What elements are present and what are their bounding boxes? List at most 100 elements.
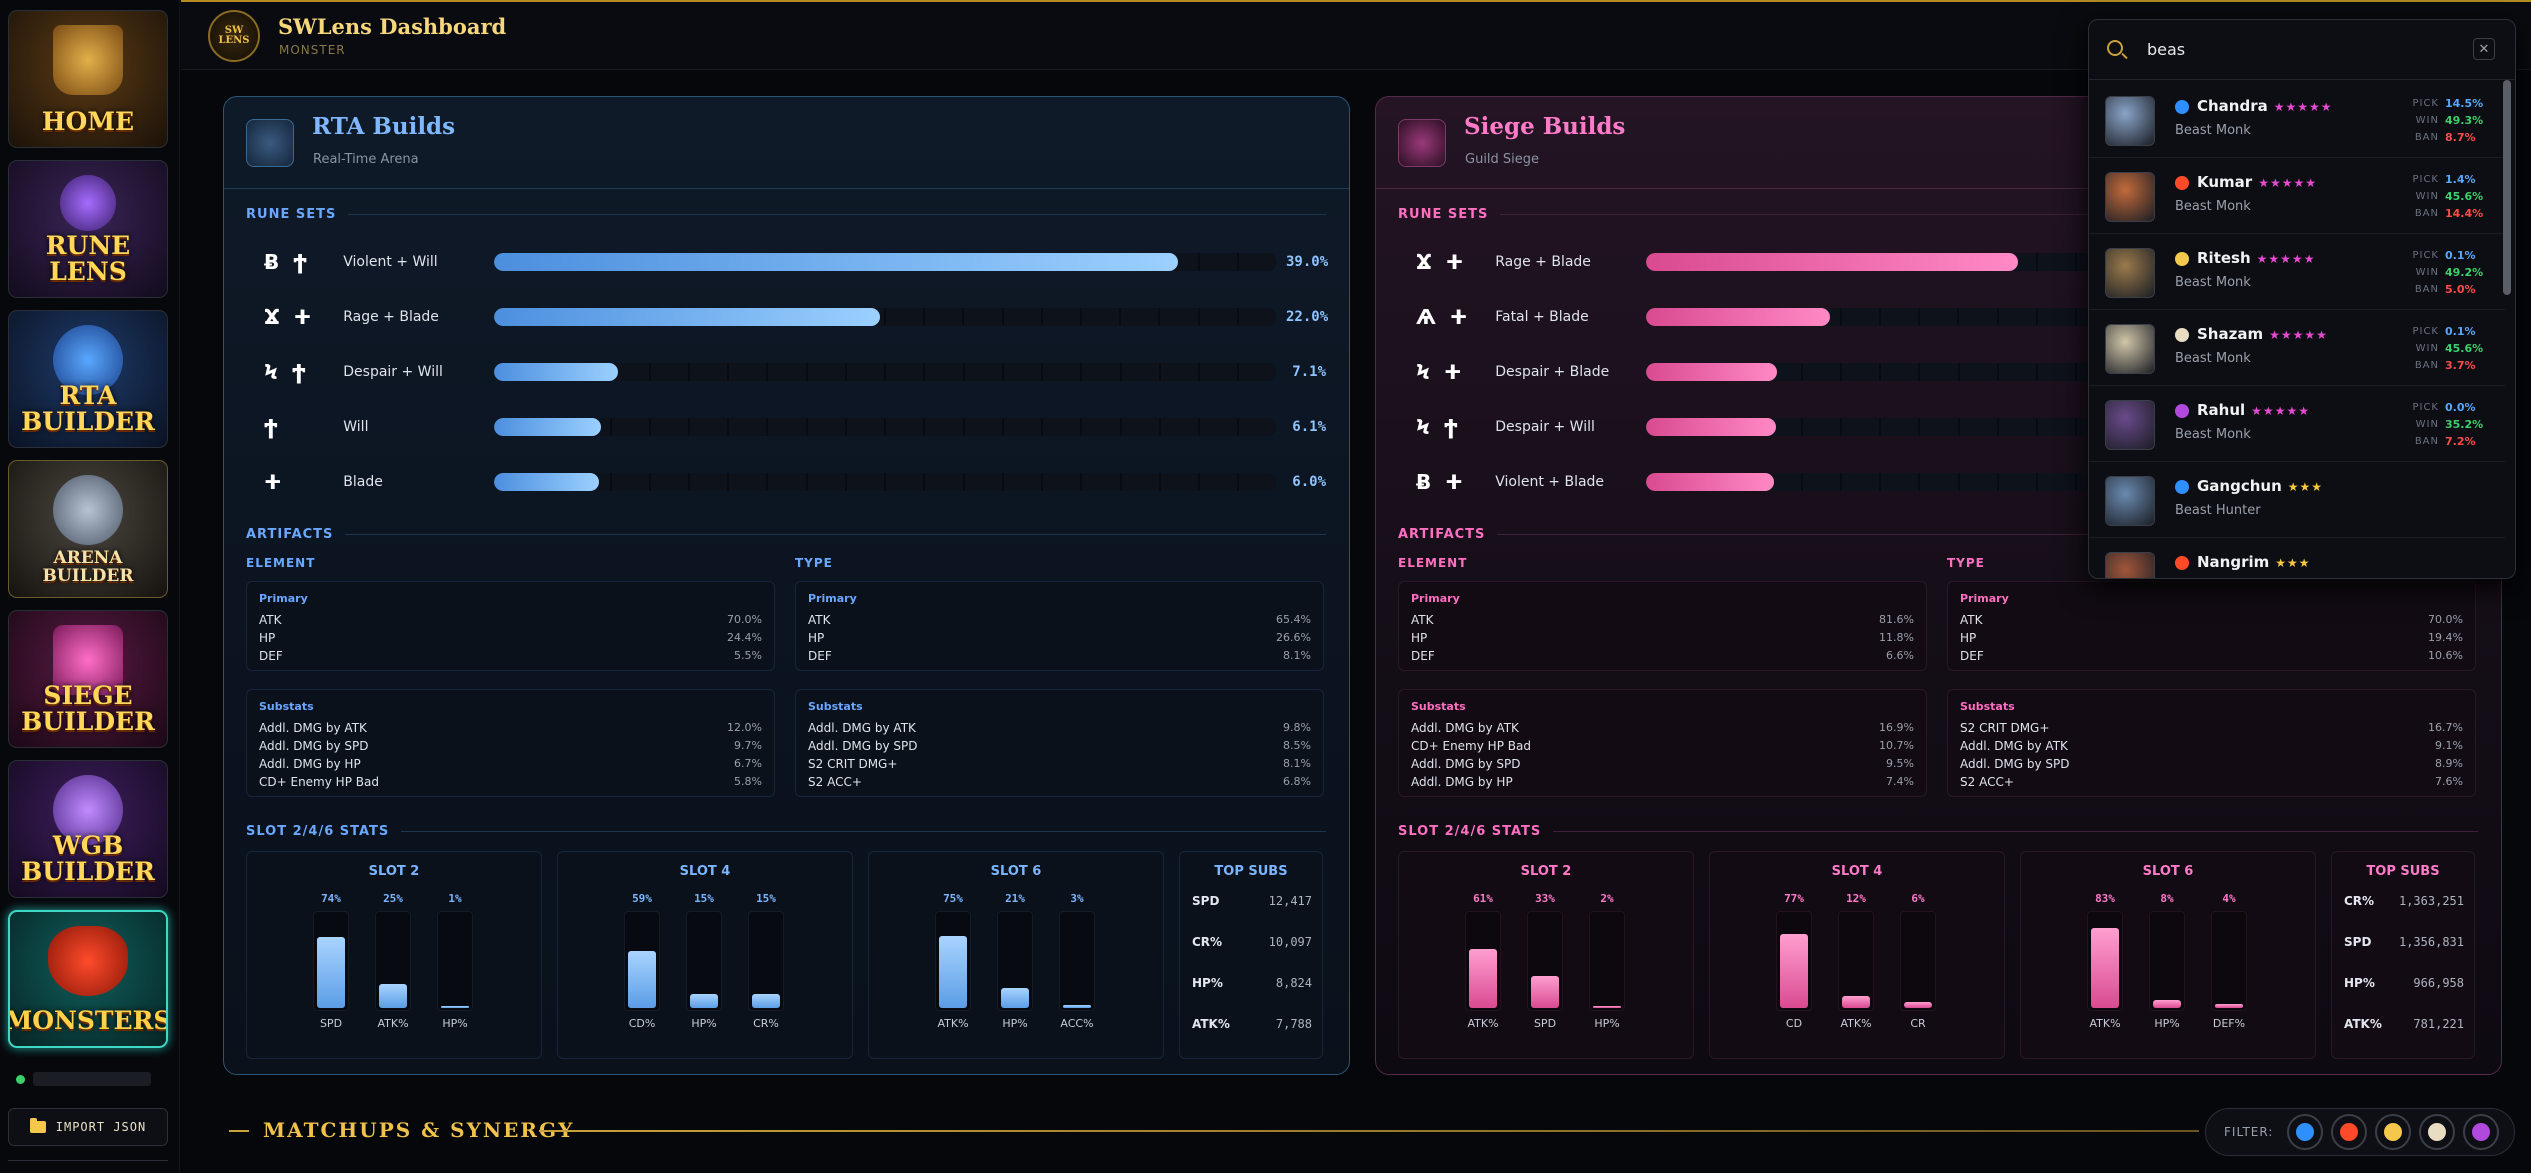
sidebar-item-rune-lens[interactable]: RUNE LENS (8, 160, 168, 298)
artifact-type-substats: Substats Addl. DMG by ATK 9.8% Addl. DMG by… (795, 689, 1324, 797)
star-rating: ★★★★★ (2273, 100, 2333, 114)
artifact-element-substats: Substats Addl. DMG by ATK 12.0% Addl. DMG b… (246, 689, 775, 797)
monster-stats: PICK 0.1% WIN 45.6% BAN 3.7% (2391, 323, 2483, 374)
sidebar-item-siege-builder[interactable]: SIEGE BUILDER (8, 610, 168, 748)
filter-light-button[interactable] (2419, 1114, 2456, 1150)
sidebar-item-label: WGB BUILDER (21, 831, 155, 886)
artifacts-heading: ARTIFACTS (1398, 527, 2478, 542)
stat-label-ban: BAN (2414, 360, 2439, 371)
stat-name: CD+ Enemy HP Bad (259, 775, 379, 789)
bar-segment (2037, 253, 2076, 271)
artifact-stat-row: HP 24.4% (259, 629, 762, 647)
bar-segment (1160, 473, 1199, 491)
search-result-item[interactable]: Nangrim ★★★ (2089, 538, 2505, 578)
sidebar-item-rta-builder[interactable]: RTA BUILDER (8, 310, 168, 448)
rune-set-label: Rage + Blade (343, 309, 439, 325)
slot-stat-column: 59% CD% (624, 892, 660, 1030)
slot-stat-percent: 74% (321, 892, 341, 905)
artifacts-heading: ARTIFACTS (246, 527, 1326, 542)
bar-segment (1043, 418, 1081, 436)
stat-value-ban: 8.7% (2445, 131, 2476, 144)
slot-stat-percent: 1% (448, 892, 462, 905)
search-result-item[interactable]: Shazam ★★★★★ Beast Monk PICK 0.1% WIN 45.6% BAN… (2089, 310, 2505, 386)
app-logo[interactable]: SW LENS (208, 10, 260, 62)
slot-stat-bar (2087, 911, 2123, 1011)
bar-segment (1920, 363, 1958, 381)
monster-name-text: Kumar (2197, 173, 2253, 191)
stat-label-pick: PICK (2412, 326, 2439, 337)
bar-segment (1841, 418, 1880, 436)
stat-value: 16.9% (1879, 721, 1914, 734)
slot-stat-percent: 21% (1005, 892, 1025, 905)
slot-stat-column: 2% HP% (1589, 892, 1625, 1030)
bar-segment (964, 418, 1002, 436)
stat-name: Addl. DMG by ATK (1411, 721, 1519, 735)
sidebar-item-arena-builder[interactable]: ARENA BUILDER (8, 460, 168, 598)
element-label: ELEMENT (246, 556, 316, 570)
top-sub-row: HP% 966,958 (2344, 976, 2464, 990)
filter-dark-button[interactable] (2463, 1114, 2500, 1150)
top-sub-row: SPD 12,417 (1192, 894, 1312, 908)
slot-stat-label: ATK% (2089, 1017, 2121, 1030)
stat-value: 8.1% (1283, 649, 1311, 662)
slot-stat-label: HP% (1594, 1017, 1620, 1030)
bar-segment (1003, 308, 1041, 326)
search-result-item[interactable]: Gangchun ★★★ Beast Hunter (2089, 462, 2505, 538)
filter-water-button[interactable] (2287, 1114, 2324, 1150)
bar-segment (1959, 308, 1997, 326)
star-rating: ★★★★★ (2256, 252, 2316, 266)
filter-fire-button[interactable] (2331, 1114, 2368, 1150)
stat-name: ATK (1411, 613, 1434, 627)
stat-name: Addl. DMG by HP (259, 757, 361, 771)
sidebar-item-monsters[interactable]: MONSTERS (8, 910, 168, 1048)
monster-name-text: Ritesh (2197, 249, 2251, 267)
stat-name: S2 CRIT DMG+ (1960, 721, 2050, 735)
filter-wind-button[interactable] (2375, 1114, 2412, 1150)
stat-name: Addl. DMG by ATK (259, 721, 367, 735)
slot-stat-percent: 59% (632, 892, 652, 905)
slot-stat-bar (624, 911, 660, 1011)
rune-set-bar (493, 253, 1276, 271)
stat-name: S2 CRIT DMG+ (808, 757, 898, 771)
kumar-element-icon (2175, 176, 2189, 190)
search-result-item[interactable]: Kumar ★★★★★ Beast Monk PICK 1.4% WIN 45.6% BAN 1… (2089, 158, 2505, 234)
filter-label: FILTER: (2224, 1125, 2274, 1139)
slot-stat-label: HP% (1002, 1017, 1028, 1030)
star-rating: ★★★★★ (2269, 328, 2328, 342)
slot-stat-percent: 3% (1070, 892, 1084, 905)
slot-stat-bar-fill (939, 936, 967, 1008)
search-input[interactable] (2147, 37, 2437, 61)
slot-title: SLOT 6 (2142, 864, 2194, 879)
bar-segment (1199, 308, 1237, 326)
search-result-item[interactable]: Ritesh ★★★★★ Beast Monk PICK 0.1% WIN 49.2% BAN… (2089, 234, 2505, 310)
monster-avatar (2105, 476, 2155, 526)
rune-set-percent: 7.1% (1292, 364, 1326, 380)
bar-segment (1998, 473, 2037, 491)
stat-label-ban: BAN (2414, 208, 2439, 219)
sidebar-item-home[interactable]: HOME (8, 10, 168, 148)
search-results-scrollbar[interactable] (2503, 80, 2511, 295)
sidebar-item-label: MONSTERS (8, 1006, 168, 1035)
stat-value: 81.6% (1879, 613, 1914, 626)
rune-icon: Ϯ (1444, 415, 1458, 439)
bar-segment (1200, 473, 1238, 491)
sidebar-item-wgb-builder[interactable]: WGB BUILDER (8, 760, 168, 898)
search-result-item[interactable]: Chandra ★★★★★ Beast Monk PICK 14.5% WIN 49.3% B… (2089, 82, 2505, 158)
import-json-button[interactable]: IMPORT JSON (8, 1108, 168, 1146)
slot-stat-label: ATK% (1840, 1017, 1872, 1030)
stat-row-ban: BAN 14.4% (2391, 205, 2483, 222)
bar-segment (846, 418, 885, 436)
artifact-stat-row: Addl. DMG by ATK 16.9% (1411, 719, 1914, 737)
slot-stat-percent: 2% (1600, 892, 1614, 905)
artifact-type-substats: Substats S2 CRIT DMG+ 16.7% Addl. DMG by AT… (1947, 689, 2476, 797)
clear-search-button[interactable]: ✕ (2473, 38, 2495, 60)
bar-segment (1841, 308, 1880, 326)
search-result-item[interactable]: Rahul ★★★★★ Beast Monk PICK 0.0% WIN 35.2% BAN 7… (2089, 386, 2505, 462)
artifact-stat-row: S2 CRIT DMG+ 16.7% (1960, 719, 2463, 737)
top-sub-value: 12,417 (1268, 894, 1312, 908)
slot-stat-bar (997, 911, 1033, 1011)
bar-segment (611, 363, 649, 381)
bar-segment (1959, 473, 1997, 491)
